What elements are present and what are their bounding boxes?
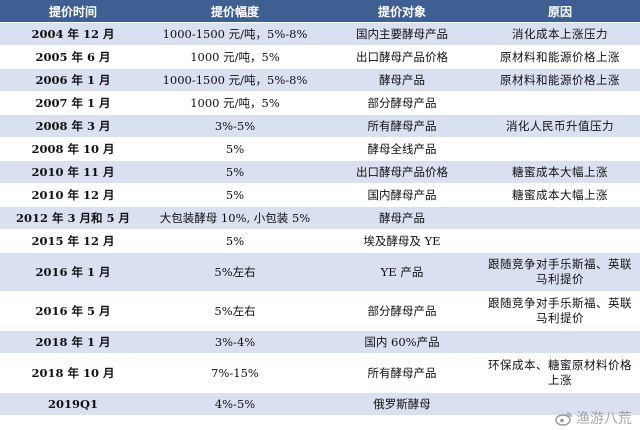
cell-reason: 跟随竞争对手乐斯福、英联马利提价	[480, 291, 640, 331]
cell-target: 出口酵母产品价格	[324, 160, 480, 184]
cell-target: 部分酵母产品	[324, 91, 480, 115]
table-row: 2018 年 1 月 3%-4% 国内 60%产品	[0, 330, 640, 354]
header-range: 提价幅度	[146, 0, 324, 23]
table-row: 2012 年 3 月和 5 月 大包装酵母 10%, 小包装 5% 酵母产品	[0, 206, 640, 230]
cell-range: 7%-15%	[146, 353, 324, 393]
cell-range: 3%-4%	[146, 330, 324, 354]
cell-date: 2005 年 6 月	[0, 45, 146, 69]
watermark: 渔游八荒	[555, 408, 632, 428]
cell-date: 2010 年 11 月	[0, 160, 146, 184]
table-row: 2005 年 6 月 1000 元/吨，5% 出口酵母产品价格 原材料和能源价格…	[0, 45, 640, 69]
cell-range: 1000-1500 元/吨，5%-8%	[146, 22, 324, 46]
cell-target: YE 产品	[324, 252, 480, 292]
table-row: 2015 年 12 月 5% 埃及酵母及 YE	[0, 229, 640, 253]
cell-reason	[480, 330, 640, 354]
cell-target: 酵母全线产品	[324, 137, 480, 161]
cell-target: 出口酵母产品价格	[324, 45, 480, 69]
cell-date: 2006 年 1 月	[0, 68, 146, 92]
cell-date: 2015 年 12 月	[0, 229, 146, 253]
cell-range: 3%-5%	[146, 114, 324, 138]
cell-target: 酵母产品	[324, 206, 480, 230]
cell-target: 国内主要酵母产品	[324, 22, 480, 46]
watermark-text: 渔游八荒	[576, 411, 632, 427]
table-row: 2010 年 11 月 5% 出口酵母产品价格 糖蜜成本大幅上涨	[0, 160, 640, 184]
cell-range: 5%	[146, 137, 324, 161]
header-reason: 原因	[480, 0, 640, 23]
cell-range: 5%	[146, 229, 324, 253]
cell-date: 2016 年 1 月	[0, 252, 146, 292]
cell-range: 1000-1500 元/吨，5%-8%	[146, 68, 324, 92]
cell-reason: 糖蜜成本大幅上涨	[480, 183, 640, 207]
table-row: 2016 年 5 月 5%左右 部分酵母产品 跟随竞争对手乐斯福、英联马利提价	[0, 291, 640, 331]
cell-range: 5%	[146, 160, 324, 184]
cell-date: 2012 年 3 月和 5 月	[0, 206, 146, 230]
cell-reason: 原材料和能源价格上涨	[480, 45, 640, 69]
cell-reason	[480, 392, 640, 416]
cell-range: 1000 元/吨，5%	[146, 91, 324, 115]
cell-range: 5%	[146, 183, 324, 207]
cell-target: 国内酵母产品	[324, 183, 480, 207]
cell-range: 5%左右	[146, 291, 324, 331]
cell-target: 所有酵母产品	[324, 114, 480, 138]
cell-range: 4%-5%	[146, 392, 324, 416]
cell-date: 2008 年 3 月	[0, 114, 146, 138]
cell-range: 1000 元/吨，5%	[146, 45, 324, 69]
table-row: 2008 年 10 月 5% 酵母全线产品	[0, 137, 640, 161]
cell-range: 5%左右	[146, 252, 324, 292]
table-row: 2010 年 12 月 5% 国内酵母产品 糖蜜成本大幅上涨	[0, 183, 640, 207]
cell-date: 2004 年 12 月	[0, 22, 146, 46]
cell-target: 酵母产品	[324, 68, 480, 92]
cell-target: 部分酵母产品	[324, 291, 480, 331]
cell-reason	[480, 91, 640, 115]
cell-reason	[480, 137, 640, 161]
table-row: 2007 年 1 月 1000 元/吨，5% 部分酵母产品	[0, 91, 640, 115]
cell-target: 埃及酵母及 YE	[324, 229, 480, 253]
cell-reason: 跟随竞争对手乐斯福、英联马利提价	[480, 252, 640, 292]
cell-reason: 原材料和能源价格上涨	[480, 68, 640, 92]
cell-reason: 消化人民币升值压力	[480, 114, 640, 138]
cell-target: 国内 60%产品	[324, 330, 480, 354]
cell-date: 2018 年 10 月	[0, 353, 146, 393]
table-row: 2004 年 12 月 1000-1500 元/吨，5%-8% 国内主要酵母产品…	[0, 22, 640, 46]
table-row: 2008 年 3 月 3%-5% 所有酵母产品 消化人民币升值压力	[0, 114, 640, 138]
cell-date: 2016 年 5 月	[0, 291, 146, 331]
cell-date: 2018 年 1 月	[0, 330, 146, 354]
table-row: 2018 年 10 月 7%-15% 所有酵母产品 环保成本、糖蜜原材料价格上涨	[0, 353, 640, 393]
header-date: 提价时间	[0, 0, 146, 23]
cell-reason: 消化成本上涨压力	[480, 22, 640, 46]
table-row: 2016 年 1 月 5%左右 YE 产品 跟随竞争对手乐斯福、英联马利提价	[0, 252, 640, 292]
table-header-row: 提价时间 提价幅度 提价对象 原因	[0, 0, 640, 23]
cell-reason: 环保成本、糖蜜原材料价格上涨	[480, 353, 640, 393]
cell-target: 俄罗斯酵母	[324, 392, 480, 416]
table-row: 2019Q1 4%-5% 俄罗斯酵母	[0, 392, 640, 416]
cell-date: 2010 年 12 月	[0, 183, 146, 207]
cell-target: 所有酵母产品	[324, 353, 480, 393]
cell-date: 2007 年 1 月	[0, 91, 146, 115]
header-target: 提价对象	[324, 0, 480, 23]
cell-reason	[480, 229, 640, 253]
cell-date: 2008 年 10 月	[0, 137, 146, 161]
cell-range: 大包装酵母 10%, 小包装 5%	[146, 206, 324, 230]
cell-reason: 糖蜜成本大幅上涨	[480, 160, 640, 184]
price-increase-table: 提价时间 提价幅度 提价对象 原因 2004 年 12 月 1000-1500 …	[0, 0, 640, 416]
weibo-icon	[555, 411, 573, 426]
cell-reason	[480, 206, 640, 230]
cell-date: 2019Q1	[0, 392, 146, 416]
table-row: 2006 年 1 月 1000-1500 元/吨，5%-8% 酵母产品 原材料和…	[0, 68, 640, 92]
